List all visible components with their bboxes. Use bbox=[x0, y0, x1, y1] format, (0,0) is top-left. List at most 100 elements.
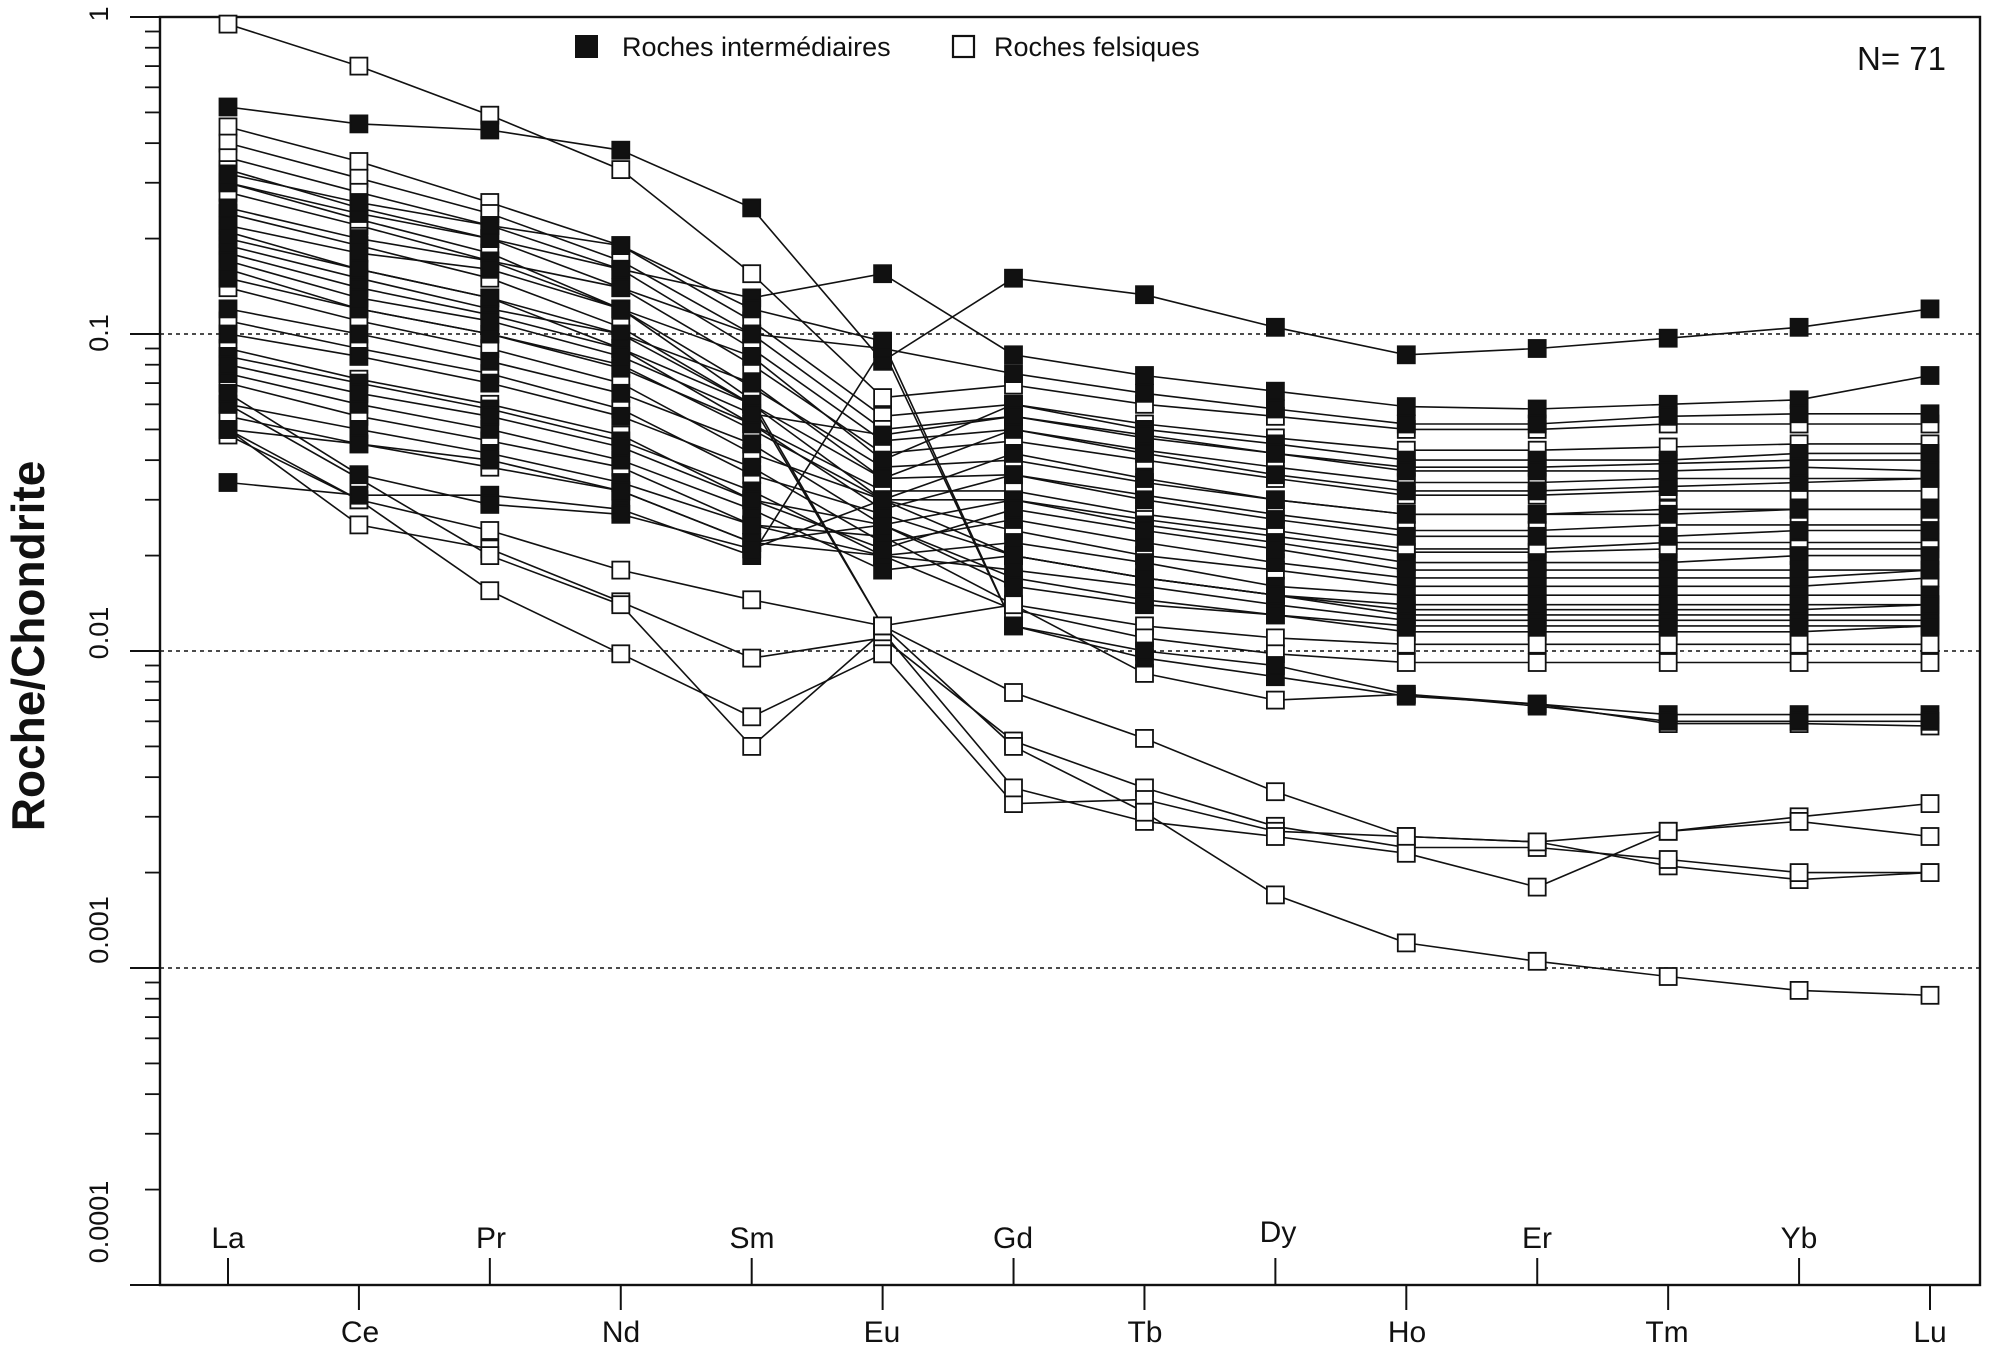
x-label-Tb: Tb bbox=[1127, 1316, 1162, 1349]
point-intermediaire-8-Sm bbox=[742, 457, 762, 477]
x-label-Er: Er bbox=[1522, 1222, 1552, 1255]
series-line-felsique-33 bbox=[227, 428, 1931, 843]
point-intermediaire-3-Sm bbox=[742, 346, 762, 366]
point-intermediaire-2-Tb bbox=[1135, 383, 1154, 403]
grid-lines bbox=[160, 333, 1980, 969]
point-felsique-19-La bbox=[218, 117, 238, 137]
point-felsique-18-Nd bbox=[611, 160, 631, 180]
point-intermediaire-1-Nd bbox=[611, 259, 631, 279]
point-felsique-32-Yb bbox=[1789, 863, 1809, 882]
point-felsique-29-Lu bbox=[1920, 634, 1940, 654]
series-markers bbox=[218, 14, 1940, 1005]
point-intermediaire-0-Tb bbox=[1135, 285, 1154, 305]
point-felsique-33-Ho bbox=[1396, 827, 1416, 846]
series-line-felsique-28 bbox=[227, 347, 1931, 633]
point-felsique-29-Er bbox=[1527, 634, 1547, 654]
point-intermediaire-1-Gd bbox=[1004, 345, 1023, 365]
point-intermediaire-0-Gd bbox=[1004, 268, 1023, 288]
point-felsique-35-Dy bbox=[1266, 885, 1285, 905]
point-intermediaire-5-Tb bbox=[1135, 469, 1154, 488]
point-intermediaire-15-Gd bbox=[1004, 406, 1023, 426]
point-intermediaire-17-Nd bbox=[611, 504, 631, 524]
point-intermediaire-16-Nd bbox=[611, 437, 631, 457]
point-felsique-35-Tm bbox=[1658, 967, 1678, 986]
point-felsique-34-Lu bbox=[1920, 827, 1940, 846]
point-intermediaire-5-Lu bbox=[1920, 499, 1940, 519]
point-felsique-33-Eu bbox=[873, 644, 892, 664]
series-line-felsique-25 bbox=[227, 231, 1930, 550]
point-intermediaire-14-Ce bbox=[349, 193, 369, 212]
point-intermediaire-15-Er bbox=[1527, 461, 1547, 481]
point-intermediaire-7-Ce bbox=[349, 324, 369, 344]
sample-count-annotation: N= 71 bbox=[1857, 40, 1946, 77]
point-intermediaire-3-Pr bbox=[480, 259, 500, 279]
series-line-felsique-37 bbox=[227, 268, 1930, 554]
point-intermediaire-14-Gd bbox=[1004, 616, 1023, 636]
point-intermediaire-0-Er bbox=[1527, 339, 1547, 358]
point-intermediaire-15-Tm bbox=[1658, 461, 1678, 481]
point-intermediaire-15-Ho bbox=[1396, 461, 1416, 481]
series-line-felsique-19 bbox=[227, 126, 1930, 452]
point-intermediaire-1-Tb bbox=[1135, 366, 1154, 385]
point-intermediaire-15-Lu bbox=[1920, 461, 1940, 481]
point-felsique-30-Lu bbox=[1920, 653, 1940, 672]
point-intermediaire-2-Yb bbox=[1789, 404, 1809, 424]
legend-label-felsique: Roches felsiques bbox=[994, 32, 1200, 62]
series-line-felsique-26 bbox=[227, 286, 1931, 588]
point-felsique-18-Ce bbox=[349, 56, 369, 76]
point-intermediaire-16-Ho bbox=[1396, 560, 1416, 580]
legend: Roches intermédiaires Roches felsiques bbox=[575, 32, 1200, 62]
series-line-felsique-27 bbox=[227, 320, 1931, 611]
point-intermediaire-17-Yb bbox=[1789, 595, 1809, 615]
point-intermediaire-12-Er bbox=[1527, 616, 1547, 636]
point-felsique-31-Tb bbox=[1135, 729, 1154, 748]
point-felsique-36-Dy bbox=[1266, 690, 1285, 710]
point-felsique-33-Gd bbox=[1004, 794, 1023, 813]
point-intermediaire-17-Lu bbox=[1920, 595, 1940, 615]
point-intermediaire-16-Dy bbox=[1266, 539, 1285, 559]
point-intermediaire-17-La bbox=[218, 383, 238, 403]
point-intermediaire-8-Ce bbox=[349, 346, 369, 366]
point-intermediaire-0-Lu bbox=[1920, 299, 1940, 319]
series-line-intermediaire-4 bbox=[227, 237, 1931, 492]
point-intermediaire-7-Pr bbox=[480, 351, 500, 371]
point-intermediaire-17-Eu bbox=[873, 490, 892, 510]
series-line-intermediaire-8 bbox=[227, 333, 1931, 579]
point-intermediaire-4-Pr bbox=[480, 288, 500, 308]
point-intermediaire-14-Dy bbox=[1266, 656, 1285, 675]
point-intermediaire-5-Ho bbox=[1396, 504, 1416, 524]
point-felsique-33-Er bbox=[1527, 832, 1547, 852]
point-intermediaire-7-Sm bbox=[742, 434, 762, 454]
point-intermediaire-6-Tb bbox=[1135, 490, 1154, 510]
point-intermediaire-12-Nd bbox=[611, 481, 631, 501]
y-axis-label: Roche/Chondrite bbox=[2, 461, 54, 832]
point-intermediaire-17-Er bbox=[1527, 595, 1547, 615]
point-intermediaire-15-Nd bbox=[611, 346, 631, 366]
point-intermediaire-15-La bbox=[218, 251, 238, 271]
point-intermediaire-6-Gd bbox=[1004, 465, 1023, 485]
point-intermediaire-15-Pr bbox=[480, 311, 500, 331]
point-intermediaire-4-Ce bbox=[349, 259, 369, 279]
point-felsique-36-Gd bbox=[1004, 595, 1023, 615]
point-felsique-18-Eu bbox=[873, 388, 892, 408]
series-line-intermediaire-2 bbox=[227, 207, 1930, 425]
point-intermediaire-12-Ce bbox=[349, 434, 369, 454]
axes bbox=[130, 15, 1982, 1310]
x-label-Gd: Gd bbox=[993, 1222, 1033, 1255]
x-label-Pr: Pr bbox=[476, 1222, 506, 1255]
y-tick-label-1: 1 bbox=[84, 6, 114, 21]
point-intermediaire-14-Er bbox=[1527, 696, 1547, 716]
y-tick-label-0.0001: 0.0001 bbox=[84, 1181, 114, 1264]
series-line-felsique-35 bbox=[227, 182, 1931, 997]
point-intermediaire-14-Eu bbox=[873, 331, 892, 351]
point-felsique-31-Nd bbox=[611, 560, 631, 580]
series-line-felsique-30 bbox=[227, 415, 1930, 664]
point-intermediaire-12-Lu bbox=[1920, 616, 1940, 636]
point-felsique-35-Lu bbox=[1920, 985, 1940, 1005]
x-label-Ho: Ho bbox=[1388, 1316, 1426, 1349]
point-intermediaire-8-Pr bbox=[480, 373, 500, 393]
point-intermediaire-4-Er bbox=[1527, 481, 1547, 501]
point-intermediaire-14-Nd bbox=[611, 236, 631, 256]
series-line-felsique-22 bbox=[227, 168, 1930, 497]
point-intermediaire-16-Pr bbox=[480, 406, 500, 426]
